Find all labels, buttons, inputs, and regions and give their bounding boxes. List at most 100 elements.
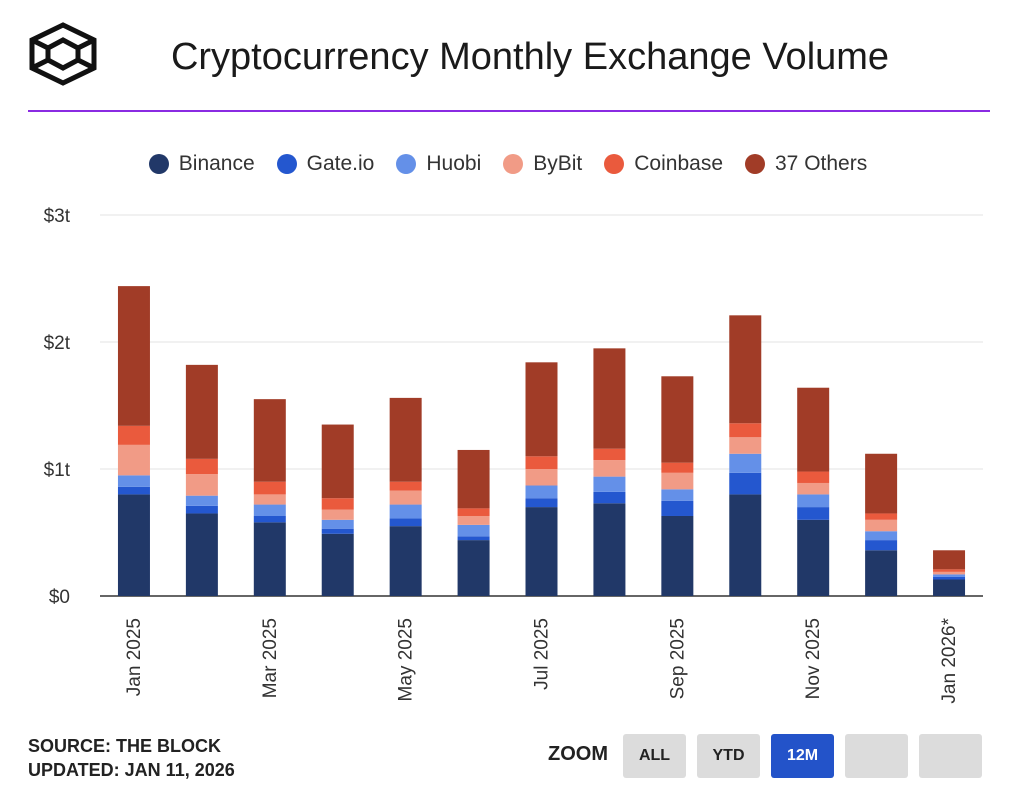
bar-segment-bybit[interactable] bbox=[185, 474, 218, 496]
bar-segment-bybit[interactable] bbox=[661, 472, 694, 490]
bar-segment-bybit[interactable] bbox=[729, 437, 762, 454]
bar-segment-coinbase[interactable] bbox=[253, 481, 286, 495]
bar-segment-binance[interactable] bbox=[185, 513, 218, 596]
zoom-button-blank-4[interactable] bbox=[919, 734, 982, 778]
bar-segment-37-others[interactable] bbox=[797, 387, 830, 472]
bar-segment-37-others[interactable] bbox=[593, 348, 626, 449]
bar-segment-gate-io[interactable] bbox=[185, 505, 218, 514]
bar-segment-huobi[interactable] bbox=[457, 524, 490, 537]
legend-swatch bbox=[604, 154, 625, 174]
bar-segment-huobi[interactable] bbox=[865, 531, 898, 541]
zoom-button-blank-3[interactable] bbox=[845, 734, 908, 778]
x-tick-label: May 2025 bbox=[396, 618, 417, 701]
bar-segment-huobi[interactable] bbox=[933, 574, 966, 577]
bar-segment-coinbase[interactable] bbox=[457, 508, 490, 516]
bar-segment-huobi[interactable] bbox=[797, 494, 830, 508]
bar-segment-bybit[interactable] bbox=[593, 460, 626, 477]
bar-segment-binance[interactable] bbox=[661, 515, 694, 596]
bar-segment-gate-io[interactable] bbox=[525, 498, 558, 508]
bar-segment-37-others[interactable] bbox=[457, 449, 490, 509]
bar-segment-gate-io[interactable] bbox=[729, 472, 762, 495]
bar-segment-bybit[interactable] bbox=[117, 444, 150, 476]
bar-segment-coinbase[interactable] bbox=[117, 425, 150, 445]
bar-segment-gate-io[interactable] bbox=[797, 507, 830, 520]
bar-segment-bybit[interactable] bbox=[457, 515, 490, 525]
bar-segment-huobi[interactable] bbox=[525, 485, 558, 499]
bar-segment-bybit[interactable] bbox=[253, 494, 286, 505]
bar-segment-gate-io[interactable] bbox=[933, 576, 966, 580]
bar-segment-huobi[interactable] bbox=[661, 489, 694, 501]
bar-segment-huobi[interactable] bbox=[321, 519, 354, 529]
bar-segment-37-others[interactable] bbox=[865, 453, 898, 514]
legend-label: Coinbase bbox=[634, 152, 723, 175]
bar-segment-huobi[interactable] bbox=[729, 453, 762, 473]
x-tick-label: Mar 2025 bbox=[260, 618, 281, 698]
bar-segment-bybit[interactable] bbox=[865, 519, 898, 532]
bar-segment-binance[interactable] bbox=[593, 503, 626, 596]
legend-item-huobi[interactable]: Huobi bbox=[396, 152, 481, 176]
bar-segment-coinbase[interactable] bbox=[525, 456, 558, 469]
legend-item-coinbase[interactable]: Coinbase bbox=[604, 152, 723, 176]
bar-segment-gate-io[interactable] bbox=[321, 528, 354, 534]
x-tick-label: Sep 2025 bbox=[667, 618, 688, 699]
bar-segment-coinbase[interactable] bbox=[321, 498, 354, 510]
bar-segment-gate-io[interactable] bbox=[661, 500, 694, 516]
bar-segment-gate-io[interactable] bbox=[389, 518, 422, 527]
bar-segment-huobi[interactable] bbox=[593, 476, 626, 492]
legend-item-binance[interactable]: Binance bbox=[148, 152, 255, 176]
bar-segment-huobi[interactable] bbox=[389, 504, 422, 519]
legend-item-37-others[interactable]: 37 Others bbox=[745, 152, 867, 176]
bar-segment-binance[interactable] bbox=[865, 550, 898, 596]
bar-segment-gate-io[interactable] bbox=[117, 486, 150, 495]
bar-segment-binance[interactable] bbox=[797, 519, 830, 596]
bar-segment-coinbase[interactable] bbox=[593, 448, 626, 461]
bar-segment-coinbase[interactable] bbox=[933, 569, 966, 572]
zoom-button-12m[interactable]: 12M bbox=[771, 734, 834, 778]
bar-segment-37-others[interactable] bbox=[185, 364, 218, 459]
updated-text: UPDATED: JAN 11, 2026 bbox=[28, 760, 235, 780]
bar-segment-binance[interactable] bbox=[729, 494, 762, 596]
zoom-button-ytd[interactable]: YTD bbox=[697, 734, 760, 778]
zoom-button-all[interactable]: ALL bbox=[623, 734, 686, 778]
bar-segment-bybit[interactable] bbox=[797, 482, 830, 495]
bar-segment-binance[interactable] bbox=[253, 522, 286, 596]
bar-segment-coinbase[interactable] bbox=[797, 471, 830, 483]
source-text: SOURCE: THE BLOCK bbox=[28, 736, 221, 756]
bar-segment-bybit[interactable] bbox=[525, 469, 558, 486]
bar-segment-binance[interactable] bbox=[933, 579, 966, 596]
bar-segment-gate-io[interactable] bbox=[865, 540, 898, 551]
bar-segment-huobi[interactable] bbox=[185, 495, 218, 506]
bar-segment-binance[interactable] bbox=[525, 507, 558, 596]
bar-segment-coinbase[interactable] bbox=[865, 513, 898, 520]
bar-segment-binance[interactable] bbox=[389, 526, 422, 596]
bar-segment-37-others[interactable] bbox=[933, 550, 966, 570]
bar-segment-37-others[interactable] bbox=[525, 362, 558, 457]
bar-segment-37-others[interactable] bbox=[117, 286, 150, 426]
legend-label: Gate.io bbox=[306, 152, 375, 175]
bar-segment-37-others[interactable] bbox=[661, 376, 694, 463]
bar-segment-37-others[interactable] bbox=[729, 315, 762, 424]
bar-segment-37-others[interactable] bbox=[389, 397, 422, 482]
bar-segment-binance[interactable] bbox=[117, 494, 150, 596]
legend-swatch bbox=[148, 154, 169, 174]
bar-segment-bybit[interactable] bbox=[389, 490, 422, 505]
bar-segment-binance[interactable] bbox=[457, 540, 490, 596]
bar-segment-37-others[interactable] bbox=[253, 399, 286, 482]
bar-segment-coinbase[interactable] bbox=[661, 462, 694, 473]
bar-segment-37-others[interactable] bbox=[321, 424, 354, 499]
bar-segment-coinbase[interactable] bbox=[729, 423, 762, 438]
bar-segment-gate-io[interactable] bbox=[593, 491, 626, 504]
bar-segment-bybit[interactable] bbox=[321, 509, 354, 520]
bar-segment-bybit[interactable] bbox=[933, 571, 966, 575]
legend-item-gate-io[interactable]: Gate.io bbox=[276, 152, 375, 176]
bar-segment-gate-io[interactable] bbox=[457, 536, 490, 541]
legend-item-bybit[interactable]: ByBit bbox=[503, 152, 582, 176]
bar-segment-binance[interactable] bbox=[321, 533, 354, 596]
bar-segment-coinbase[interactable] bbox=[185, 458, 218, 475]
bar-segment-coinbase[interactable] bbox=[389, 481, 422, 491]
y-tick-label: $2t bbox=[44, 333, 71, 354]
title-divider bbox=[28, 110, 990, 112]
bar-segment-huobi[interactable] bbox=[253, 504, 286, 516]
bar-segment-gate-io[interactable] bbox=[253, 515, 286, 523]
bar-segment-huobi[interactable] bbox=[117, 475, 150, 487]
